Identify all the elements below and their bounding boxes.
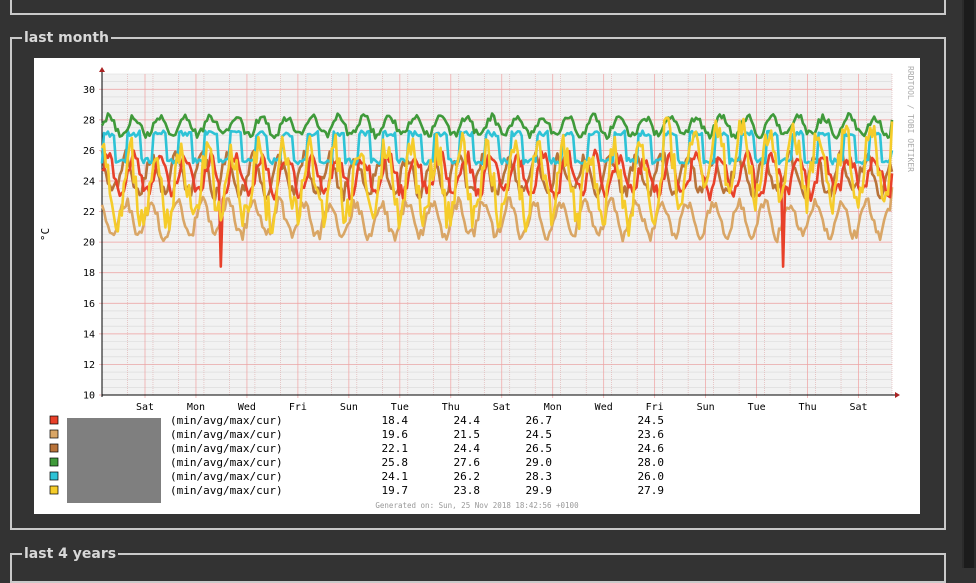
x-tick-label: Sun <box>697 402 715 413</box>
series-line-5 <box>100 116 894 237</box>
legend-value-min: 19.7 <box>382 484 409 497</box>
legend-value-cur: 27.9 <box>638 484 665 497</box>
x-tick-label: Sat <box>136 402 154 413</box>
scrollbar-thumb[interactable] <box>964 0 974 568</box>
x-axis-arrow <box>895 392 900 398</box>
last-month-frame <box>10 37 946 530</box>
legend-value-avg: 23.8 <box>454 484 481 497</box>
y-axis-arrow <box>99 67 105 72</box>
legend-value-cur: 28.0 <box>638 456 665 469</box>
legend-value-max: 26.5 <box>526 442 553 455</box>
legend-value-avg: 27.6 <box>454 456 481 469</box>
legend-value-min: 18.4 <box>382 414 409 427</box>
x-tick-label: Mon <box>187 402 205 413</box>
legend-swatch-0 <box>49 415 59 425</box>
legend-label-1: (min/avg/max/cur) <box>170 428 283 441</box>
legend-value-avg: 26.2 <box>454 470 481 483</box>
y-tick-label: 28 <box>83 115 95 126</box>
y-tick-label: 10 <box>83 391 95 402</box>
y-tick-label: 20 <box>83 238 95 249</box>
series-line-3 <box>100 112 894 140</box>
last-4-years-title: last 4 years <box>22 546 119 562</box>
y-tick-label: 14 <box>83 329 95 340</box>
x-tick-label: Sat <box>493 402 511 413</box>
y-tick-label: 30 <box>83 85 95 96</box>
legend-value-max: 24.5 <box>526 428 553 441</box>
y-tick-label: 12 <box>83 360 95 371</box>
legend-value-min: 22.1 <box>382 442 409 455</box>
legend-value-cur: 24.6 <box>638 442 665 455</box>
x-tick-label: Sun <box>340 402 358 413</box>
legend-swatch-2 <box>49 443 59 453</box>
rrd-graph: 10 12 14 16 18 20 22 24 26 28 30 Sat Mon Wed Fri Sun Tue… <box>34 58 920 514</box>
y-tick-label: 24 <box>83 177 95 188</box>
x-tick-label: Fri <box>289 402 307 413</box>
x-tick-label: Fri <box>646 402 664 413</box>
series-line-2 <box>100 148 894 202</box>
legend-label-0: (min/avg/max/cur) <box>170 414 283 427</box>
y-axis-label: °C <box>39 228 52 241</box>
legend-value-min: 24.1 <box>382 470 409 483</box>
legend-value-min: 25.8 <box>382 456 409 469</box>
series-line-4 <box>100 129 894 166</box>
legend-value-cur: 23.6 <box>638 428 665 441</box>
legend-label-5: (min/avg/max/cur) <box>170 484 283 497</box>
x-tick-label: Wed <box>595 402 613 413</box>
series-line-1 <box>100 186 894 244</box>
legend-value-max: 29.0 <box>526 456 553 469</box>
redacted-legend-labels <box>67 418 161 503</box>
legend-swatch-5 <box>49 485 59 495</box>
last-month-title: last month <box>22 30 111 46</box>
x-tick-label: Thu <box>799 402 817 413</box>
y-tick-label: 16 <box>83 299 95 310</box>
x-tick-label: Wed <box>238 402 256 413</box>
x-tick-label: Sat <box>850 402 868 413</box>
legend-value-max: 28.3 <box>526 470 553 483</box>
temperature-chart: 10 12 14 16 18 20 22 24 26 28 30 Sat Mon Wed Fri Sun Tue… <box>39 66 915 510</box>
legend-value-avg: 21.5 <box>454 428 481 441</box>
y-tick-label: 22 <box>83 207 95 218</box>
x-tick-label: Mon <box>544 402 562 413</box>
legend-value-max: 26.7 <box>526 414 553 427</box>
legend-value-max: 29.9 <box>526 484 553 497</box>
legend-value-min: 19.6 <box>382 428 409 441</box>
last-4-years-frame <box>10 553 946 583</box>
rrdtool-watermark: RRDTOOL / TOBI OETIKER <box>906 66 915 172</box>
legend-swatch-4 <box>49 471 59 481</box>
legend-value-avg: 24.4 <box>454 442 481 455</box>
legend-swatch-3 <box>49 457 59 467</box>
legend-value-cur: 26.0 <box>638 470 665 483</box>
series-line-0 <box>101 148 894 268</box>
y-tick-label: 18 <box>83 268 95 279</box>
x-tick-label: Thu <box>442 402 460 413</box>
legend-value-cur: 24.5 <box>638 414 665 427</box>
x-tick-label: Tue <box>748 402 766 413</box>
legend-swatch-1 <box>49 429 59 439</box>
legend-label-2: (min/avg/max/cur) <box>170 442 283 455</box>
generated-footer: Generated on: Sun, 25 Nov 2018 18:42:56 … <box>375 501 579 510</box>
x-tick-label: Tue <box>391 402 409 413</box>
previous-section-frame <box>10 0 946 15</box>
legend-label-4: (min/avg/max/cur) <box>170 470 283 483</box>
y-tick-label: 26 <box>83 146 95 157</box>
legend-value-avg: 24.4 <box>454 414 481 427</box>
legend-label-3: (min/avg/max/cur) <box>170 456 283 469</box>
